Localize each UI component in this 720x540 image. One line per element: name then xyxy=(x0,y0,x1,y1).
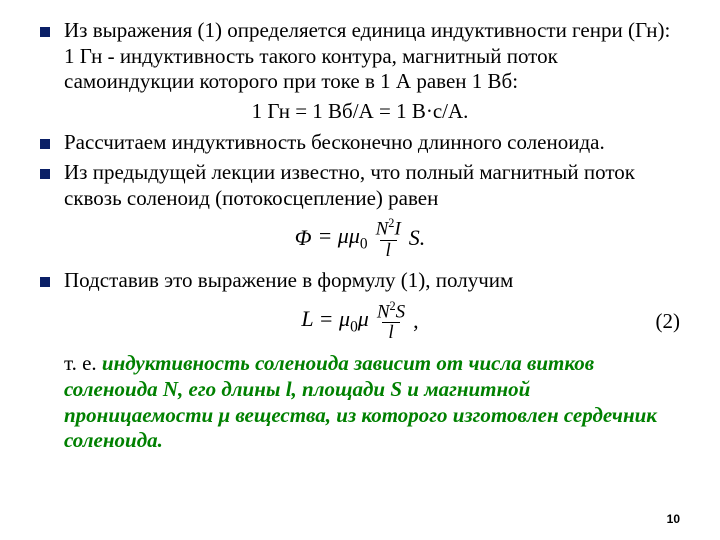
conclusion-line: т. е. индуктивность соленоида зависит от… xyxy=(64,351,680,453)
f2-num: N xyxy=(377,301,390,322)
f2-tail: , xyxy=(413,308,419,335)
f1-tail: S. xyxy=(409,225,426,252)
f1-numtail: I xyxy=(394,219,400,240)
bullet-text-1: Из выражения (1) определяется единица ин… xyxy=(64,18,680,95)
bullet-text-2: Рассчитаем индуктивность бесконечно длин… xyxy=(64,130,605,156)
formula-inductance: L = μ0μ N2S l , (2) xyxy=(40,300,680,343)
slide: Из выражения (1) определяется единица ин… xyxy=(0,0,720,540)
f1-eq: = μμ xyxy=(317,223,359,248)
f2-numtail: S xyxy=(396,301,406,322)
conclusion-lead: т. е. xyxy=(64,351,102,375)
f1-den: l xyxy=(380,240,397,261)
bullet-text-3: Из предыдущей лекции известно, что полны… xyxy=(64,160,680,211)
bullet-icon xyxy=(40,139,50,149)
f2-fraction: N2S l xyxy=(375,300,407,343)
f1-fraction: N2I l xyxy=(374,217,403,260)
formula-flux: Φ = μμ0 N2I l S. xyxy=(40,217,680,260)
bullet-icon xyxy=(40,169,50,179)
f1-num: N xyxy=(376,219,389,240)
f1-sub0: 0 xyxy=(360,236,368,253)
bullet-item-1: Из выражения (1) определяется единица ин… xyxy=(40,18,680,95)
bullet-icon xyxy=(40,277,50,287)
f2-den: l xyxy=(382,322,399,343)
page-number: 10 xyxy=(667,512,680,526)
bullet-item-4: Подставив это выражение в формулу (1), п… xyxy=(40,268,680,294)
f2-lhs: L = μ xyxy=(301,306,350,331)
f2-mid: μ xyxy=(358,306,369,331)
equation-number-2: (2) xyxy=(656,309,681,335)
conclusion-green: индуктивность соленоида зависит от числа… xyxy=(64,351,657,452)
bullet-icon xyxy=(40,27,50,37)
bullet-item-3: Из предыдущей лекции известно, что полны… xyxy=(40,160,680,211)
f2-sub0: 0 xyxy=(350,318,358,335)
bullet-text-4: Подставив это выражение в формулу (1), п… xyxy=(64,268,513,294)
bullet-item-2: Рассчитаем индуктивность бесконечно длин… xyxy=(40,130,680,156)
equation-line-henry: 1 Гн = 1 Вб/А = 1 В·с/А. xyxy=(40,99,680,125)
f1-lhs: Φ xyxy=(295,225,312,252)
